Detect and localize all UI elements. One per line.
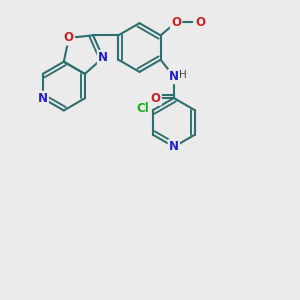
Text: O: O [64, 32, 74, 44]
Text: H: H [179, 70, 187, 80]
Text: Cl: Cl [136, 102, 149, 115]
Text: O: O [195, 16, 205, 29]
Text: N: N [38, 92, 48, 105]
Text: N: N [169, 70, 179, 83]
Text: N: N [98, 51, 108, 64]
Text: O: O [151, 92, 161, 105]
Text: O: O [171, 16, 181, 29]
Text: N: N [169, 140, 179, 153]
